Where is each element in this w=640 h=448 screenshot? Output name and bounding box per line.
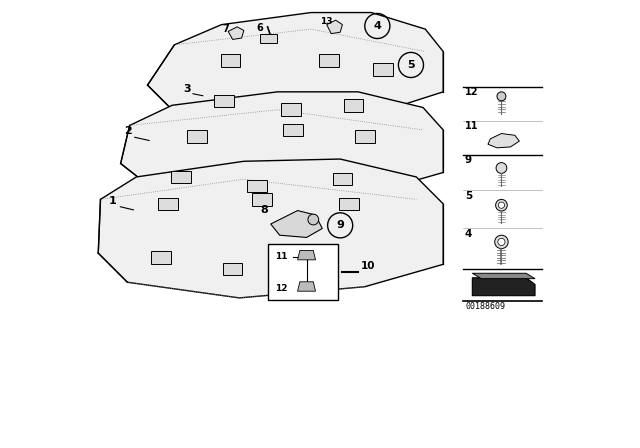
Circle shape bbox=[499, 202, 504, 208]
Bar bbox=[333, 173, 352, 185]
Polygon shape bbox=[298, 282, 316, 291]
Circle shape bbox=[497, 92, 506, 101]
Bar bbox=[248, 180, 267, 192]
Circle shape bbox=[495, 235, 508, 249]
Bar bbox=[339, 198, 359, 210]
Circle shape bbox=[496, 163, 507, 173]
Bar bbox=[344, 99, 364, 112]
Text: 3: 3 bbox=[183, 84, 191, 94]
Text: 11: 11 bbox=[275, 252, 287, 261]
Polygon shape bbox=[472, 278, 535, 296]
Bar bbox=[221, 54, 240, 67]
Text: 6: 6 bbox=[257, 23, 263, 33]
Text: 2: 2 bbox=[124, 126, 132, 136]
Text: 4: 4 bbox=[465, 228, 472, 238]
Polygon shape bbox=[271, 211, 323, 237]
Text: 12: 12 bbox=[465, 87, 478, 97]
Text: 8: 8 bbox=[261, 205, 269, 215]
Text: 00188609: 00188609 bbox=[466, 302, 506, 311]
Text: 4: 4 bbox=[373, 21, 381, 31]
Text: 7: 7 bbox=[223, 24, 230, 34]
Polygon shape bbox=[488, 134, 520, 148]
Text: 10: 10 bbox=[360, 261, 375, 271]
Text: 5: 5 bbox=[465, 191, 472, 201]
Text: 1: 1 bbox=[109, 196, 116, 206]
Polygon shape bbox=[327, 20, 342, 34]
Bar bbox=[260, 34, 278, 43]
Polygon shape bbox=[99, 159, 443, 298]
Bar bbox=[172, 171, 191, 183]
Polygon shape bbox=[298, 250, 316, 260]
Bar bbox=[252, 193, 271, 206]
Bar bbox=[158, 198, 177, 210]
Bar bbox=[223, 263, 243, 275]
Bar bbox=[284, 124, 303, 136]
Bar bbox=[373, 63, 392, 76]
Text: 9: 9 bbox=[465, 155, 472, 164]
Polygon shape bbox=[121, 92, 443, 199]
Circle shape bbox=[495, 199, 508, 211]
Circle shape bbox=[308, 214, 319, 225]
Polygon shape bbox=[148, 13, 443, 119]
Bar bbox=[269, 244, 338, 300]
Bar bbox=[301, 260, 321, 273]
Text: 9: 9 bbox=[336, 220, 344, 230]
Text: 5: 5 bbox=[407, 60, 415, 70]
Text: 11: 11 bbox=[465, 121, 478, 131]
Text: 12: 12 bbox=[275, 284, 287, 293]
Circle shape bbox=[498, 238, 505, 246]
Bar bbox=[187, 130, 207, 143]
Polygon shape bbox=[472, 273, 535, 279]
Bar bbox=[355, 130, 374, 143]
Bar bbox=[214, 95, 234, 107]
Bar bbox=[281, 103, 301, 116]
Bar bbox=[319, 54, 339, 67]
Bar bbox=[151, 251, 171, 264]
Polygon shape bbox=[228, 27, 244, 39]
Text: 13: 13 bbox=[320, 17, 333, 26]
